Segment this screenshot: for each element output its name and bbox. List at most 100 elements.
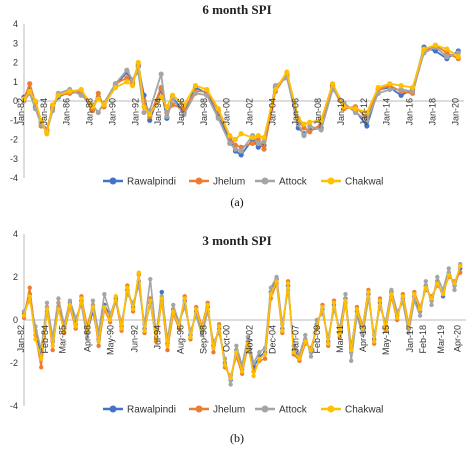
b-point-chakwal xyxy=(148,298,153,303)
a-x-tick-label: Jan-12 xyxy=(359,98,369,126)
a-y-tick-label: 3 xyxy=(13,38,18,48)
b-point-chakwal xyxy=(107,317,113,323)
b-point-jhelum xyxy=(165,347,170,353)
a-point-rawalpindi xyxy=(432,48,439,54)
b-point-chakwal xyxy=(142,328,147,333)
b-x-tick-label: Jan-82 xyxy=(16,325,26,353)
a-point-chakwal xyxy=(261,134,267,141)
a-legend-marker-chakwal xyxy=(327,177,335,185)
b-x-tick-label: Jan-17 xyxy=(405,325,415,353)
a-point-chakwal xyxy=(49,102,56,108)
a-point-attock xyxy=(192,90,199,96)
a-point-rawalpindi xyxy=(364,123,370,129)
a-point-chakwal xyxy=(32,98,39,104)
a-point-jhelum xyxy=(307,129,313,135)
b-point-chakwal xyxy=(33,337,38,342)
b-point-jhelum xyxy=(262,356,268,361)
b-point-chakwal xyxy=(125,285,130,290)
a-point-jhelum xyxy=(124,75,130,81)
a-point-attock xyxy=(164,113,170,119)
a-point-chakwal xyxy=(204,86,210,93)
a-legend-marker-rawalpindi xyxy=(109,177,117,185)
b-point-chakwal xyxy=(56,307,61,312)
b-point-attock xyxy=(406,330,411,336)
b-point-attock xyxy=(44,300,50,305)
b-point-chakwal xyxy=(377,298,383,303)
b-y-tick-label: 2 xyxy=(13,272,18,282)
a-point-chakwal xyxy=(169,92,176,98)
b-point-attock xyxy=(102,292,107,297)
b-point-chakwal xyxy=(412,292,417,297)
a-point-attock xyxy=(295,121,301,127)
b-point-attock xyxy=(452,287,457,293)
b-point-chakwal xyxy=(61,328,67,333)
b-point-chakwal xyxy=(84,328,90,333)
b-legend-label-chakwal: Chakwal xyxy=(345,405,383,416)
b-point-chakwal xyxy=(417,307,423,312)
a-point-chakwal xyxy=(272,86,279,93)
b-point-chakwal xyxy=(280,328,285,333)
b-point-chakwal xyxy=(245,341,251,346)
a-point-chakwal xyxy=(301,121,307,127)
b-point-attock xyxy=(435,274,440,280)
a-point-chakwal xyxy=(284,69,290,75)
a-point-attock xyxy=(387,86,393,93)
b-point-chakwal xyxy=(274,279,279,284)
a-point-attock xyxy=(78,92,84,98)
b-point-chakwal xyxy=(291,350,296,355)
a-point-chakwal xyxy=(141,104,147,110)
a-point-jhelum xyxy=(249,140,256,146)
b-point-chakwal xyxy=(429,296,434,301)
b-point-chakwal xyxy=(234,350,239,355)
b-point-chakwal xyxy=(354,307,360,312)
b-point-attock xyxy=(348,358,354,364)
a-x-tick-label: Jan-82 xyxy=(16,98,26,126)
b-point-chakwal xyxy=(39,356,44,361)
a-point-chakwal xyxy=(341,104,347,110)
a-point-chakwal xyxy=(21,96,27,102)
b-point-chakwal xyxy=(251,373,256,379)
b-point-attock xyxy=(67,298,73,303)
a-point-attock xyxy=(181,111,187,118)
a-point-rawalpindi xyxy=(255,144,261,150)
b-x-tick-label: Apr-20 xyxy=(452,325,462,352)
a-x-tick-label: Jan-88 xyxy=(85,98,95,126)
b-point-chakwal xyxy=(73,324,78,329)
b-point-chakwal xyxy=(153,337,159,342)
chart-a-legend: Rawalpindi Jhelum Attock Chakwal xyxy=(103,177,383,188)
b-point-chakwal xyxy=(452,281,457,286)
a-point-jhelum xyxy=(444,50,450,56)
a-point-attock xyxy=(398,86,404,93)
b-point-chakwal xyxy=(423,285,429,290)
a-point-rawalpindi xyxy=(238,152,244,158)
a-point-jhelum xyxy=(181,106,187,112)
a-point-chakwal xyxy=(409,84,416,91)
b-point-attock xyxy=(268,285,274,290)
a-point-attock xyxy=(112,81,119,87)
b-point-chakwal xyxy=(400,294,406,299)
b-point-chakwal xyxy=(205,302,210,308)
a-y-tick-label: -2 xyxy=(10,135,18,145)
b-point-jhelum xyxy=(27,285,32,290)
a-point-chakwal xyxy=(67,88,73,94)
b-point-attock xyxy=(228,382,233,387)
a-point-chakwal xyxy=(238,131,244,137)
b-y-tick-label: -2 xyxy=(10,358,18,368)
b-point-chakwal xyxy=(389,292,394,297)
b-x-tick-label: Jan-07 xyxy=(290,325,300,353)
b-point-chakwal xyxy=(222,362,228,368)
b-point-chakwal xyxy=(216,324,222,329)
a-point-attock xyxy=(204,92,210,98)
b-point-chakwal xyxy=(383,326,388,331)
b-point-chakwal xyxy=(119,326,124,331)
a-point-attock xyxy=(409,88,416,94)
b-point-chakwal xyxy=(136,270,142,275)
a-point-chakwal xyxy=(295,115,301,121)
a-point-chakwal xyxy=(421,46,427,52)
a-x-tick-label: Jan-92 xyxy=(130,98,140,126)
a-point-attock xyxy=(352,109,359,116)
a-point-chakwal xyxy=(192,83,199,89)
a-legend-label-rawalpindi: Rawalpindi xyxy=(127,177,176,188)
a-y-tick-label: 1 xyxy=(13,77,18,87)
a-legend-label-jhelum: Jhelum xyxy=(213,177,245,188)
